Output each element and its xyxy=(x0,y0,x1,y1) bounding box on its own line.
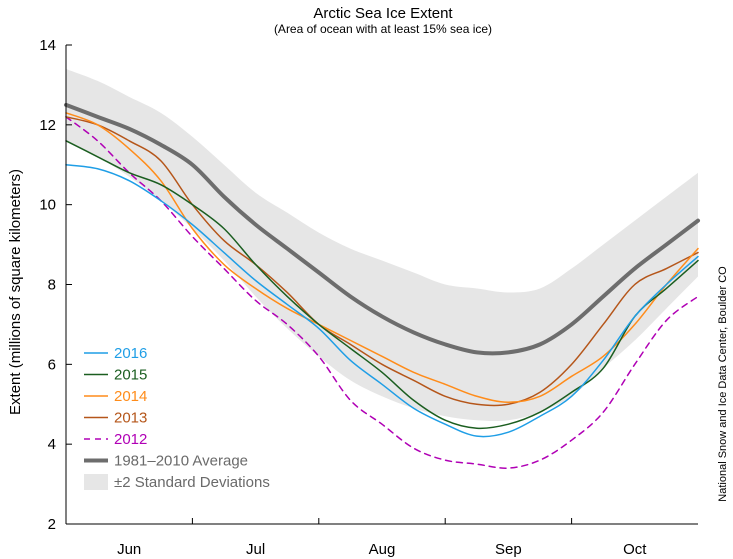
series-line-2016 xyxy=(65,164,699,438)
legend-swatch-2-standard-deviations xyxy=(84,474,108,490)
x-tick-label-sep: Sep xyxy=(495,541,522,558)
y-tick-label: 8 xyxy=(48,277,56,294)
series-line-2014 xyxy=(65,112,699,403)
y-axis-label: Extent (millions of square kilometers) xyxy=(7,169,24,415)
y-tick-label: 4 xyxy=(48,436,56,453)
legend-label-2016: 2016 xyxy=(114,345,147,362)
x-tick-label-oct: Oct xyxy=(623,541,647,558)
y-tick-label: 2 xyxy=(48,516,56,533)
legend-label-2014: 2014 xyxy=(114,388,147,405)
series-line-2013 xyxy=(65,116,699,407)
std-deviation-band xyxy=(66,68,698,421)
legend-label-2-standard-deviations: ±2 Standard Deviations xyxy=(114,474,270,491)
x-tick-label-aug: Aug xyxy=(369,541,396,558)
legend-label-2013: 2013 xyxy=(114,410,147,427)
chart-title: Arctic Sea Ice Extent xyxy=(313,5,453,22)
series-line-2015 xyxy=(65,140,699,430)
y-tick-label: 12 xyxy=(39,117,56,134)
plot-area xyxy=(64,68,700,469)
legend: 2016 2015 2014 2013 2012 1981–2010 Average ±2 … xyxy=(84,345,270,491)
x-tick-label-jul: Jul xyxy=(246,541,265,558)
y-tick-label: 6 xyxy=(48,356,56,373)
series-line-2012 xyxy=(65,116,699,469)
axes: 2 4 6 8 10 12 14 Jun Jul Aug Sep Oct xyxy=(39,37,698,558)
legend-label-1981-2010-average: 1981–2010 Average xyxy=(114,453,248,470)
series-line-1981-2010-average xyxy=(64,102,700,356)
chart-subtitle: (Area of ocean with at least 15% sea ice… xyxy=(274,22,492,36)
x-tick-label-jun: Jun xyxy=(117,541,141,558)
credit-label: National Snow and Ice Data Center, Bould… xyxy=(717,266,729,502)
y-tick-label: 10 xyxy=(39,197,56,214)
legend-label-2012: 2012 xyxy=(114,431,147,448)
y-tick-label: 14 xyxy=(39,37,56,54)
legend-label-2015: 2015 xyxy=(114,367,147,384)
